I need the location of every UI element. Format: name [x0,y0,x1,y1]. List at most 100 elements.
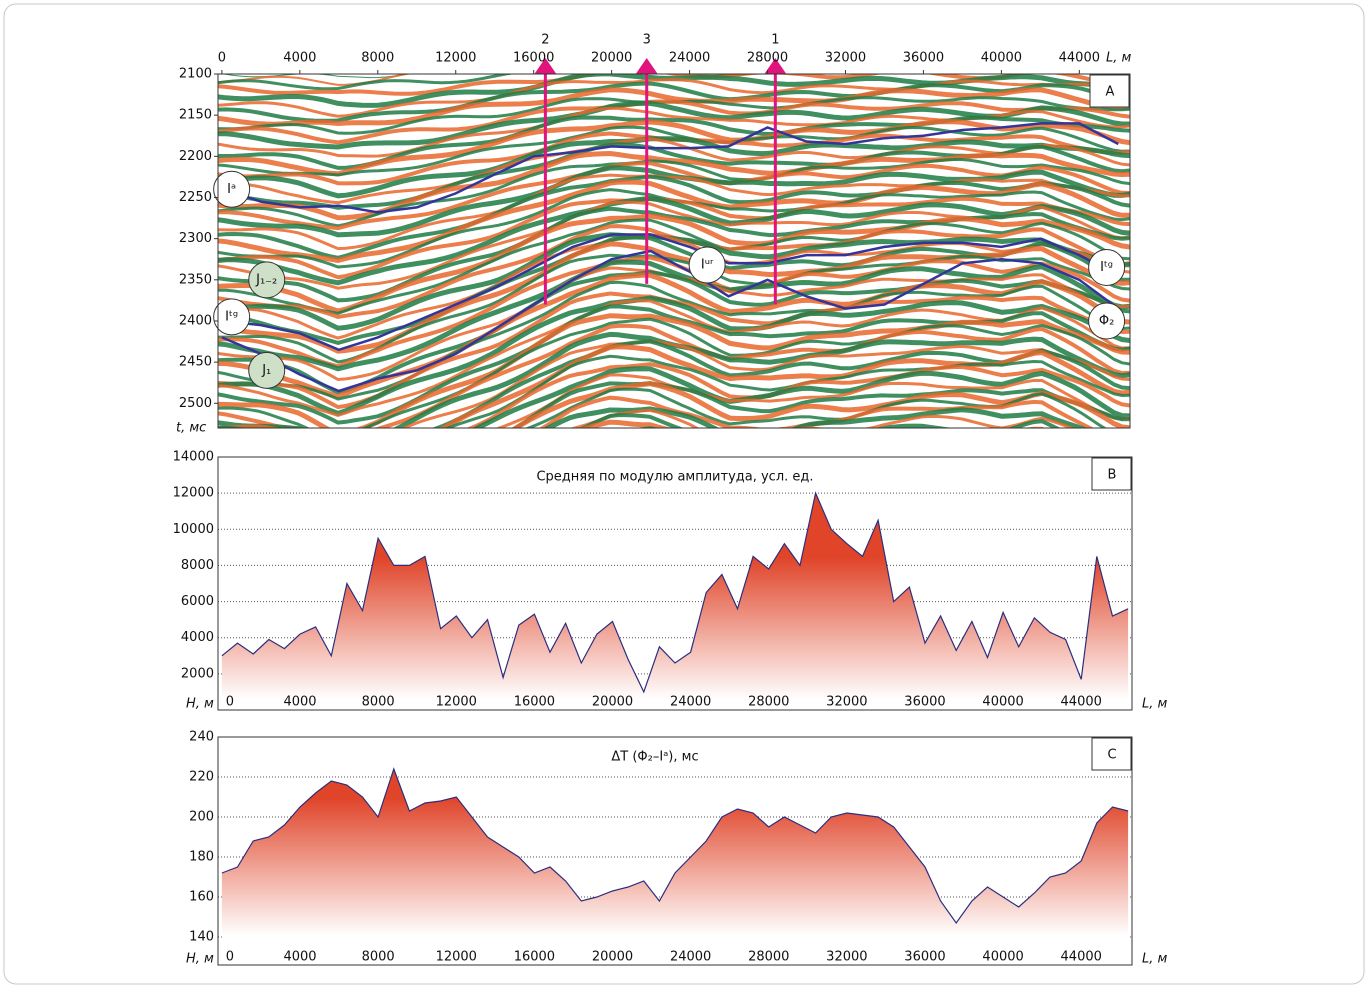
y-tick-label: 2200 [179,149,212,164]
x-tick-label: 4000 [283,950,316,965]
well-arrow [534,58,557,74]
y-tick-label: 14000 [173,450,214,465]
x-tick-label: 8000 [362,695,395,710]
seismic-reflector [218,0,1138,18]
seismic-reflector [218,81,1130,123]
chart-title: Средняя по модулю амплитуда, усл. ед. [536,470,813,485]
seismic-reflector [218,195,1130,286]
seismic-reflector [218,99,1130,145]
x-tick-label: 20000 [592,950,633,965]
seismic-reflector [218,179,1130,263]
y-tick-label: 140 [189,930,214,945]
horizon-label: J₁₋₂ [255,272,277,287]
seismic-reflector [218,125,1130,177]
x-tick-label: 4000 [283,695,316,710]
y-tick-label: 6000 [181,594,214,609]
x-tick-label: 24000 [669,51,710,66]
seismic-reflector [635,426,660,428]
seismic-reflector [511,381,1130,428]
seismic-reflector [218,280,1130,401]
x-tick-label: 4000 [283,51,316,66]
x-tick-label: 16000 [514,950,555,965]
x-tick-label: 40000 [982,950,1023,965]
y-tick-label: 240 [189,730,214,745]
horizon-marker [213,298,251,336]
y-tick-label: 2400 [179,313,212,328]
well-label: 2 [541,33,549,48]
seismic-reflector [218,495,1138,613]
seismic-reflector [218,87,1130,127]
panel-label-box [1089,74,1130,108]
seismic-reflector [218,0,1138,9]
horizon-marker [1088,302,1126,340]
seismic-reflector [218,21,1138,47]
seismic-reflector [218,241,1130,354]
seismic-reflector [218,213,1130,314]
y-tick-label: 8000 [181,558,214,573]
seismic-reflector [218,161,1130,231]
horizon-label: Iᵗᵍ [1100,260,1113,275]
x-axis-label: L, м [1142,697,1168,712]
seismic-reflector [218,433,1138,552]
seismic-reflector [218,339,1130,428]
x-tick-label: 28000 [748,950,789,965]
x-tick-label: 32000 [825,51,866,66]
area [221,493,1129,710]
x-tick-label: 16000 [514,695,555,710]
plot-frame [217,736,1133,966]
y-tick-label: 2300 [179,231,212,246]
horizon-marker [213,170,251,208]
seismic-reflector [218,15,1138,45]
panel-label: B [1108,468,1117,483]
horizon-marker [688,246,726,284]
seismic-reflector [218,295,1130,417]
y-tick-label: 180 [189,850,214,865]
x-tick-label: 8000 [361,51,394,66]
x-tick-label: 36000 [903,51,944,66]
y-tick-label: 12000 [173,486,214,501]
x-tick-label: 28000 [747,51,788,66]
x-tick-label: 12000 [436,695,477,710]
horizon-marker [248,261,286,299]
x-tick-label: 44000 [1059,51,1100,66]
seismic-reflector [218,272,1130,399]
seismic-reflector [218,483,1138,595]
x-tick-label: 12000 [435,51,476,66]
x-tick-label: 20000 [592,695,633,710]
horizon-label: Φ₂ [1099,313,1114,328]
horizon-marker [1088,248,1126,286]
x-axis-label: L, м [1142,952,1168,967]
x-tick-label: 20000 [591,51,632,66]
seismic-reflector [218,173,1130,251]
horizon [221,233,1119,352]
well-arrow [764,58,787,74]
seismic-reflector [218,218,1130,315]
y-tick-label: 2450 [179,355,212,370]
y-tick-label: 2250 [179,190,212,205]
seismic-reflector [218,174,1130,260]
panel-label: C [1107,748,1116,763]
x-tick-label: 24000 [670,695,711,710]
horizon-label: Iᵃ [227,182,236,197]
y-tick-label: 2100 [179,67,212,82]
seismic-image [218,0,1138,613]
area [221,769,1129,965]
panel-label-box [1091,737,1132,771]
seismic-reflector [218,74,1130,108]
seismic-reflector [218,8,1138,38]
y-tick-label: 2000 [181,666,214,681]
seismic-reflector [218,74,1130,91]
seismic-reflector [569,408,1076,428]
plot-frame [217,456,1133,711]
well-arrow [635,58,658,74]
horizon-marker [248,351,286,389]
x-tick-label: 44000 [1061,695,1102,710]
seismic-reflector [218,451,1138,563]
well-label: 1 [771,33,779,48]
y-axis-label: H, м [186,952,214,967]
seismic-reflector [218,158,1130,228]
x-tick-label: 12000 [436,950,477,965]
seismic-reflector [218,150,1130,221]
seismic-reflector [218,119,1130,177]
y-tick-label: 160 [189,890,214,905]
